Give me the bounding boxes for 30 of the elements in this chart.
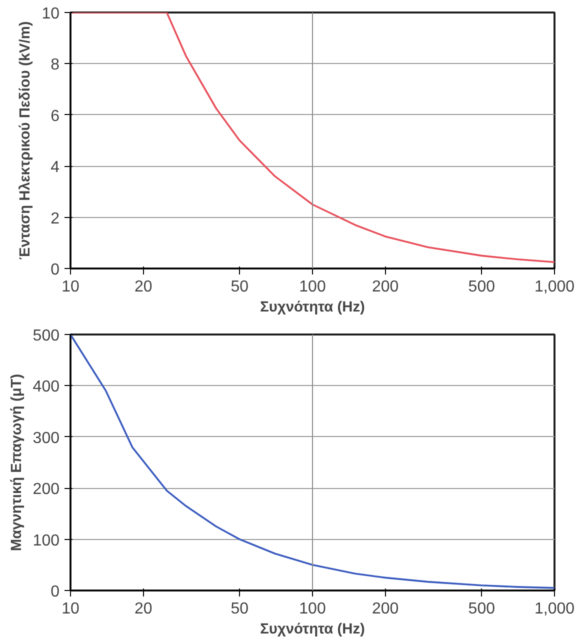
x-tick-label: 100 xyxy=(299,278,326,296)
x-tick-label: 20 xyxy=(134,278,152,296)
y-tick-label: 100 xyxy=(32,532,60,550)
y-tick-label: 6 xyxy=(50,108,60,125)
x-axis-title: Συχνότητα (Hz) xyxy=(260,622,366,638)
x-tick-label: 200 xyxy=(372,278,399,296)
x-tick-label: 500 xyxy=(468,600,496,618)
x-tick-label: 1,000 xyxy=(534,600,575,618)
y-tick-label: 300 xyxy=(32,430,60,447)
y-tick-label: 8 xyxy=(50,56,60,74)
x-tick-label: 50 xyxy=(230,278,249,296)
x-tick-label: 500 xyxy=(468,278,496,296)
x-tick-label: 10 xyxy=(62,600,80,618)
y-tick-label: 0 xyxy=(50,262,60,278)
x-tick-label: 200 xyxy=(372,600,399,618)
y-tick-label: 400 xyxy=(32,378,60,396)
y-axis-title: Μαγνητική Επαγωγή (μT) xyxy=(8,374,25,552)
y-tick-label: 500 xyxy=(32,328,60,344)
x-axis-title: Συχνότητα (Hz) xyxy=(260,300,366,316)
y-axis-title: Ένταση Ηλεκτρικού Πεδίου (kV/m) xyxy=(18,21,34,260)
x-tick-label: 100 xyxy=(299,600,326,618)
y-tick-label: 0 xyxy=(50,584,60,600)
x-tick-label: 10 xyxy=(62,278,80,296)
x-tick-label: 1,000 xyxy=(534,278,575,296)
x-tick-label: 20 xyxy=(134,600,152,618)
y-tick-label: 10 xyxy=(42,6,60,22)
y-tick-label: 4 xyxy=(50,159,60,176)
x-tick-label: 50 xyxy=(230,600,249,618)
y-tick-label: 200 xyxy=(32,481,60,498)
y-tick-label: 2 xyxy=(50,210,60,228)
